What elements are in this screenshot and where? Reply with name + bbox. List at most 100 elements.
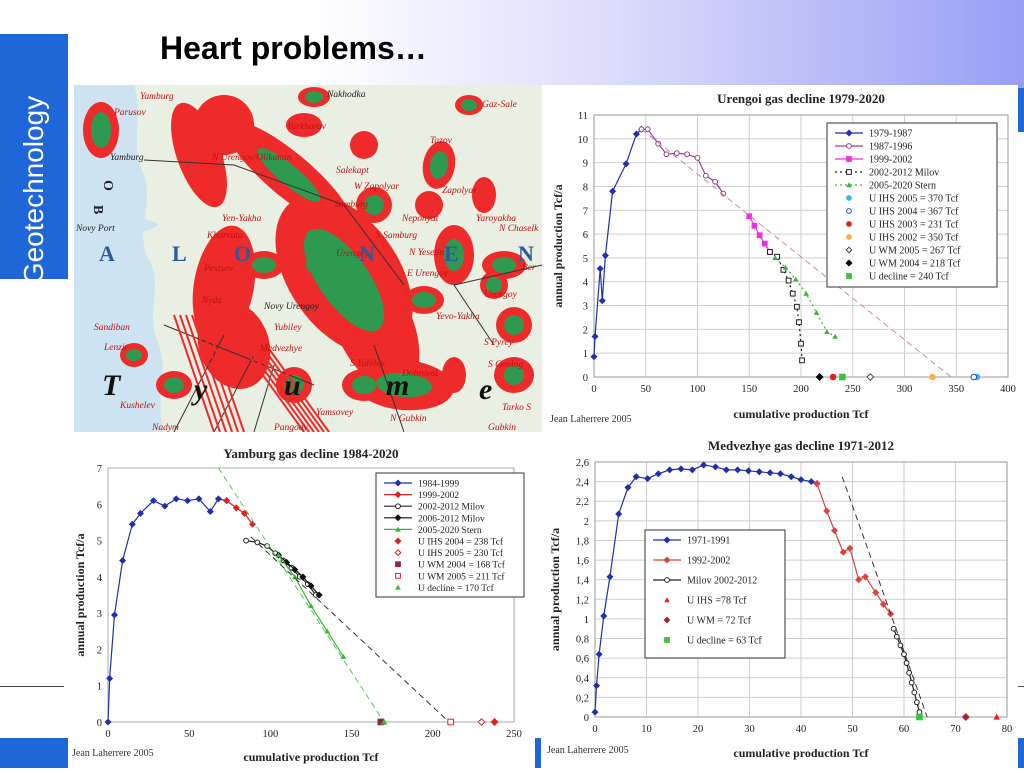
x-tick-label: 150 <box>741 384 757 395</box>
y-tick-label: 0 <box>97 718 102 729</box>
map-field-label: Pangody <box>273 423 309 432</box>
series-line <box>107 498 227 723</box>
data-point <box>913 699 920 706</box>
pipeline-line <box>343 204 405 286</box>
map-field-label: Kharvuta <box>206 231 243 241</box>
data-point <box>606 573 614 581</box>
data-point <box>688 466 696 474</box>
chart-title: Medvezhye gas decline 1971-2012 <box>708 438 894 453</box>
legend-label: U IHS 2004 = 238 Tcf <box>418 537 504 548</box>
legend-label: U WM 2004 = 218 Tcf <box>869 259 961 270</box>
data-point <box>340 653 347 659</box>
x-tick-label: 350 <box>948 384 964 395</box>
bay-inlet <box>74 205 159 245</box>
legend-label: 2002-2012 Milov <box>418 503 485 513</box>
y-tick-label: 1 <box>583 349 588 360</box>
gas-field-green <box>352 376 376 394</box>
legend-label: 1992-2002 <box>687 556 730 567</box>
data-point <box>712 178 718 185</box>
pipeline-red <box>185 314 227 432</box>
legend-marker <box>846 156 852 162</box>
y-axis-label: annual production Tcf/a <box>73 533 87 656</box>
data-point <box>700 461 708 469</box>
pipeline-red <box>258 334 330 432</box>
legend-label: U IHS 2005 = 370 Tcf <box>869 194 959 205</box>
x-tick-label: 70 <box>950 724 961 735</box>
x-tick-label: 50 <box>847 724 858 735</box>
legend-marker <box>664 577 670 583</box>
series-line <box>218 467 385 723</box>
data-point <box>751 222 758 229</box>
map-field-label: Nakhodka <box>326 90 366 100</box>
data-point <box>782 264 789 270</box>
estimate-point <box>916 713 923 721</box>
map-field-label: Urengoy <box>336 249 370 259</box>
gas-field-green <box>257 148 321 202</box>
y-tick-label: 7 <box>97 464 102 475</box>
y-tick-label: 9 <box>583 159 588 170</box>
series-1971-1991 <box>591 461 821 716</box>
series-line <box>250 536 450 723</box>
urengoi-chart: Urengoi gas decline 1979-2020 0 1 2 3 4 5 6 7 8 9 1… <box>550 91 1016 425</box>
data-point <box>609 187 617 195</box>
map-field-label: S Geolog <box>488 360 523 370</box>
pipeline-line <box>453 264 542 286</box>
data-point <box>291 574 298 580</box>
y-tick-label: 3 <box>583 302 588 313</box>
data-point <box>793 303 800 310</box>
pipeline-line <box>453 284 495 346</box>
data-point <box>785 277 792 284</box>
data-point <box>823 507 831 515</box>
map-region-letter: e <box>479 373 492 406</box>
legend-label: U decline = 240 Tcf <box>869 272 949 283</box>
x-tick-label: 80 <box>1002 724 1013 735</box>
legend-marker <box>846 234 852 240</box>
pipelines <box>143 159 542 432</box>
legend-label: U IHS 2003 = 231 Tcf <box>869 220 959 231</box>
data-point <box>677 465 685 473</box>
data-point <box>184 497 192 505</box>
data-point <box>128 520 136 528</box>
legend-marker <box>395 561 401 568</box>
data-point <box>744 467 752 475</box>
pipeline-line <box>253 364 275 432</box>
legend-label: 2002-2012 Milov <box>869 168 939 179</box>
data-point <box>240 509 248 517</box>
data-point <box>214 495 222 503</box>
data-point <box>890 625 897 632</box>
estimate-point <box>380 718 388 725</box>
map-field-label: Novy Port <box>75 224 115 234</box>
map-field-label: Tarko S <box>502 403 531 413</box>
x-tick-label: 250 <box>845 384 861 395</box>
data-point <box>119 557 127 565</box>
plot-area <box>593 114 1009 378</box>
data-point <box>906 669 913 676</box>
estimate-point <box>447 718 454 726</box>
y-tick-label: 0,6 <box>576 654 589 665</box>
data-point <box>846 544 854 552</box>
map-field-label: Yamburg <box>140 92 174 102</box>
data-point <box>911 689 918 696</box>
y-tick-label: 3 <box>97 609 102 620</box>
map-region-letter: B <box>90 205 105 214</box>
legend-label: 2006-2012 Milov <box>418 514 485 524</box>
legend-label: 1984-1999 <box>418 480 459 490</box>
data-point <box>110 611 119 619</box>
x-tick-label: 150 <box>344 729 360 740</box>
estimate-point <box>829 373 837 381</box>
yamburg-chart: Yamburg gas decline 1984-2020 0 1 2 3 4 5 6 7 0 50… <box>72 446 525 764</box>
legend-marker <box>395 584 401 590</box>
x-tick-label: 50 <box>184 729 195 740</box>
data-point <box>789 290 796 297</box>
legend-label: Milov 2002-2012 <box>687 576 757 587</box>
data-point <box>772 255 778 261</box>
data-point <box>798 340 804 347</box>
estimate-point <box>970 373 978 381</box>
data-point <box>776 470 784 478</box>
gas-field-green <box>504 315 524 335</box>
map-field-label: Yamburg <box>110 153 144 163</box>
data-point <box>223 497 231 505</box>
map-field-label: Yubiley <box>274 323 302 333</box>
x-tick-label: 400 <box>1000 384 1016 395</box>
divider-line <box>1018 686 1024 687</box>
